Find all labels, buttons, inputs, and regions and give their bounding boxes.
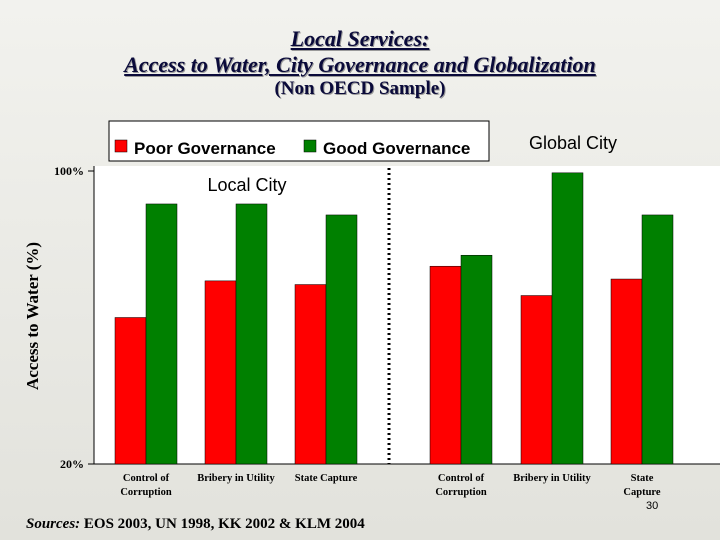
category-label-0-0-line-0: Control of [123,473,170,484]
source-note: Sources: EOS 2003, UN 1998, KK 2002 & KL… [26,516,365,533]
bar-poor-4 [520,295,553,465]
bar-good-5 [641,214,674,465]
title-block: Local Services: Access to Water, City Go… [0,26,720,100]
group-label-global: Global City [529,133,617,153]
bars [114,172,674,465]
bar-poor-0 [114,317,147,465]
y-axis-label: Access to Water (%) [23,242,42,390]
category-label-1-0-line-0: Control of [438,473,485,484]
legend-label-good: Good Governance [323,139,470,158]
bar-poor-5 [610,278,643,465]
legend-swatch-poor [114,139,128,153]
category-labels: Control of Corruption Bribery in Utility St… [120,473,661,498]
category-label-1-1-line-0: Bribery in Utility [513,473,591,484]
bar-good-1 [235,203,268,465]
bar-good-2 [325,214,358,465]
y-ticks: 100% 20% [54,164,94,471]
source-text: EOS 2003, UN 1998, KK 2002 & KLM 2004 [83,516,365,532]
bar-good-4 [551,172,584,465]
slide-subtitle: (Non OECD Sample) [274,78,446,99]
slide-title: Local Services: [290,26,430,51]
legend-box [108,120,490,162]
group-label-local: Local City [207,175,286,195]
category-label-1-2-line-0: State [631,473,654,484]
category-label-0-0-line-1: Corruption [120,487,171,498]
bar-poor-2 [294,284,327,465]
y-tick-label-0: 100% [54,164,84,178]
y-tick-label-1: 20% [60,457,84,471]
source-label: Sources: [26,516,81,532]
category-label-1-0-line-1: Corruption [435,487,486,498]
legend-label-poor: Poor Governance [134,139,276,158]
bar-poor-1 [204,280,237,465]
category-label-0-1-line-0: Bribery in Utility [197,473,275,484]
bar-good-0 [145,203,178,465]
bar-poor-3 [429,265,462,465]
bar-good-3 [460,254,493,465]
category-label-1-2-line-1: Capture [623,487,660,498]
legend-swatch-good [303,139,317,153]
category-label-0-2-line-0: State Capture [295,473,358,484]
page-number: 30 [646,500,659,512]
slide-title-line-2: Access to Water, City Governance and Glo… [124,52,596,77]
